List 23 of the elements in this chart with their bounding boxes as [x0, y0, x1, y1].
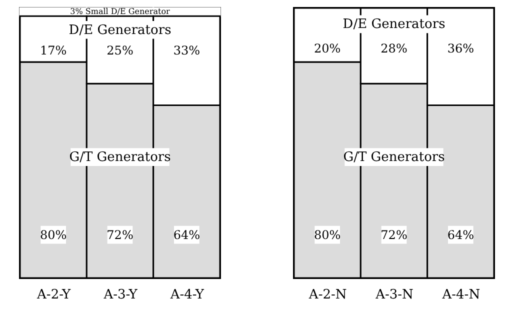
data-label: 36% [447, 42, 474, 56]
data-label: 64% [447, 228, 474, 242]
series-label: D/E Generators [342, 17, 446, 32]
data-label: 33% [173, 44, 200, 58]
series-label: D/E Generators [68, 22, 172, 38]
series-label: 3% Small D/E Generator [70, 7, 170, 16]
x-tick-label: A-2-N [308, 288, 347, 302]
x-tick-label: A-2-Y [36, 288, 72, 302]
data-label: 20% [314, 42, 341, 56]
data-label: 80% [314, 228, 341, 242]
data-label: 64% [173, 228, 200, 242]
series-label: G/T Generators [343, 150, 445, 166]
x-tick-label: A-4-N [441, 288, 480, 302]
series-label: G/T Generators [69, 150, 171, 166]
data-label: 17% [40, 44, 67, 58]
data-label: 72% [106, 228, 134, 242]
x-tick-label: A-3-Y [102, 288, 138, 302]
x-tick-label: A-3-N [374, 288, 414, 302]
x-tick-label: A-4-Y [169, 288, 204, 302]
data-label: 28% [380, 42, 408, 56]
data-label: 72% [380, 228, 408, 242]
data-label: 25% [106, 44, 134, 58]
data-label: 80% [40, 228, 67, 242]
